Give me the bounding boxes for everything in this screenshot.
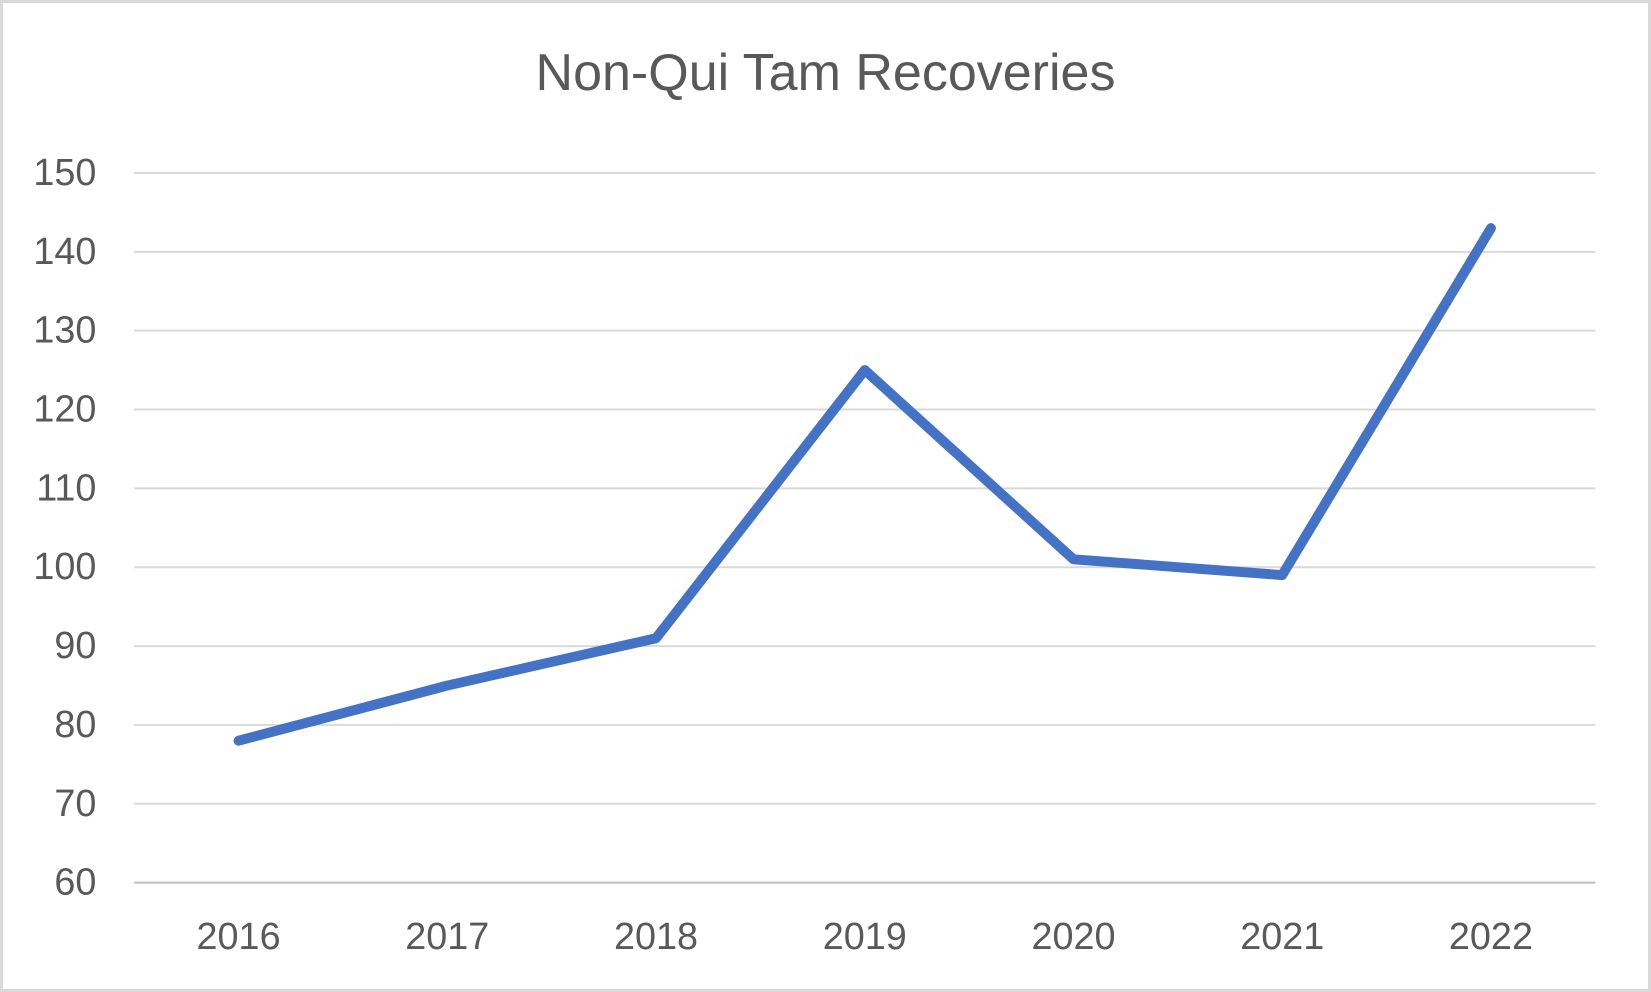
y-axis-tick-label: 80 [54,704,96,746]
x-axis-tick-label: 2020 [1031,916,1115,958]
y-axis-tick-label: 120 [33,389,96,431]
y-axis-tick-label: 100 [33,546,96,588]
x-axis-tick-label: 2016 [197,916,281,958]
y-axis-tick-label: 150 [33,152,96,194]
x-axis-tick-label: 2019 [823,916,907,958]
data-line-non-qui-tam-recoveries [233,223,1496,746]
y-axis-tick-label: 60 [54,862,96,904]
y-axis-tick-label: 70 [54,783,96,825]
x-axis-tick-label: 2018 [614,916,698,958]
y-axis-tick-label: 90 [54,625,96,667]
x-axis-tick-label: 2022 [1449,916,1533,958]
x-axis-tick-label: 2021 [1240,916,1324,958]
y-axis-tick-label: 130 [33,310,96,352]
chart-title: Non-Qui Tam Recoveries [535,44,1116,102]
y-axis-tick-label: 140 [33,231,96,273]
x-axis-tick-label: 2017 [405,916,489,958]
line-chart-canvas: 60 70 80 90 100 110 120 130 140 150 2016 2017 2018 20… [33,152,1596,958]
y-axis-tick-label: 110 [36,467,96,509]
